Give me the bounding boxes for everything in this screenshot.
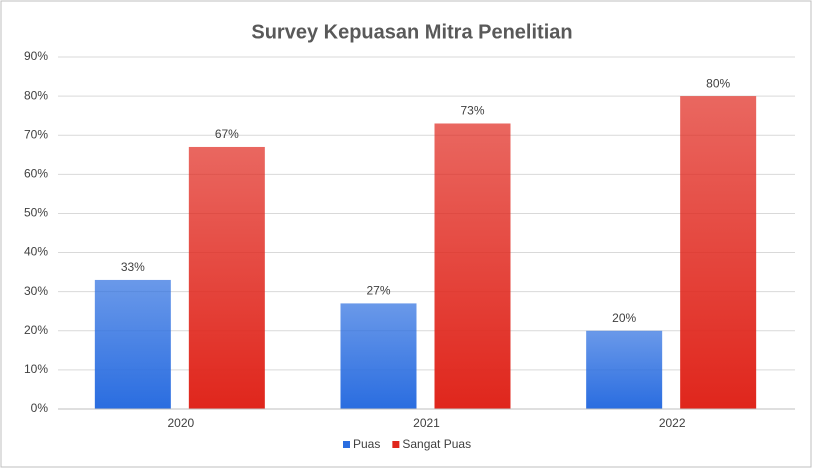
y-tick-label: 70% [24,127,48,141]
x-tick-label: 2020 [167,416,194,430]
legend-swatch [392,441,400,448]
x-tick-label: 2021 [413,416,440,430]
value-label: 20% [612,311,636,325]
y-tick-label: 10% [24,362,48,376]
legend-swatch [343,441,350,448]
y-tick-label: 50% [24,206,48,220]
y-tick-label: 80% [24,88,48,102]
y-tick-label: 30% [24,284,48,298]
bar [340,303,417,409]
chart-title: Survey Kepuasan Mitra Penelitian [251,21,572,43]
value-label: 67% [215,127,239,141]
legend-label: Sangat Puas [402,437,471,451]
legend-label: Puas [353,437,380,451]
value-label: 33% [121,260,145,274]
bar [680,96,757,409]
bar [586,330,663,409]
value-label: 27% [366,284,390,298]
x-tick-label: 2022 [659,416,686,430]
bar [434,123,511,409]
value-label: 73% [460,104,484,118]
y-tick-label: 90% [24,49,48,63]
bar [94,279,171,409]
y-tick-label: 40% [24,245,48,259]
bar [188,146,265,409]
y-tick-label: 20% [24,323,48,337]
value-label: 80% [706,76,730,90]
y-tick-label: 0% [31,401,49,415]
y-tick-label: 60% [24,167,48,181]
